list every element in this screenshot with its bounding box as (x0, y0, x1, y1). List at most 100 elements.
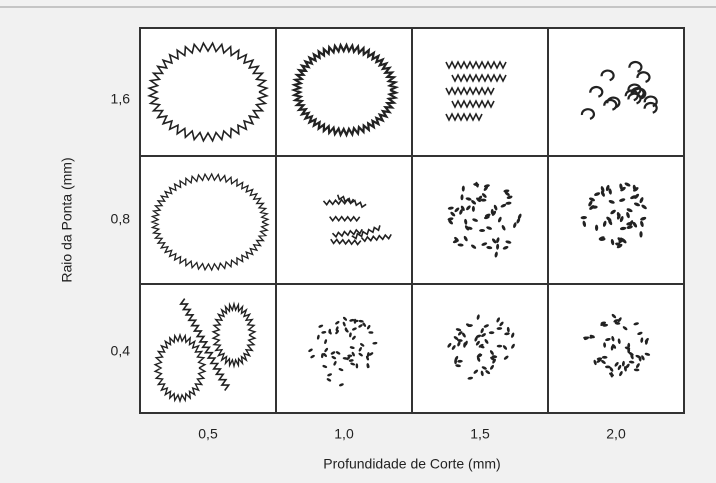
chip-fragment (611, 335, 615, 342)
chip-fragment (328, 330, 332, 335)
chip-fragment (605, 365, 611, 369)
chip-fragment (582, 220, 587, 228)
chip-fragment (633, 368, 640, 372)
chip-fragment (457, 243, 464, 247)
chip-fragment (450, 211, 456, 217)
chip-fragment (583, 336, 589, 340)
chip-fragment (504, 191, 510, 196)
chip-fragment (339, 383, 344, 387)
chip-spring (147, 41, 269, 143)
chip-fragment (641, 204, 647, 210)
chip-fragment (321, 353, 324, 359)
chip-curl (643, 101, 658, 114)
chip-fragment (628, 352, 634, 356)
chip-fragment (612, 344, 617, 349)
chip-fragment (635, 354, 641, 359)
chip-segment (445, 60, 507, 70)
chip-fragment (621, 360, 625, 367)
chip-fragment (459, 209, 463, 215)
chip-fragment (326, 378, 332, 382)
chip-segment (451, 73, 507, 83)
chip-fragment (358, 346, 362, 352)
chip-spring (211, 301, 257, 369)
chip-fragment (610, 238, 615, 246)
chip-fragment (457, 339, 463, 342)
chip-fragment (490, 364, 494, 370)
chip-fragment (603, 342, 607, 348)
chip-fragment (614, 361, 619, 367)
chip-fragment (627, 347, 631, 354)
x-tick-label: 1,0 (334, 426, 354, 442)
chip-fragment (633, 322, 639, 326)
chip-fragment (455, 364, 461, 368)
chip-fragment (496, 317, 500, 323)
chip-fragment (617, 364, 622, 371)
chip-fragment (471, 200, 477, 205)
chip-fragment (351, 351, 355, 357)
chip-fragment (626, 208, 633, 213)
chip-fragment (352, 327, 357, 331)
chip-fragment (331, 355, 337, 360)
chip-fragment (485, 370, 491, 375)
chip-fragment (454, 207, 460, 213)
chip-fragment (625, 363, 630, 369)
chip-fragment (362, 322, 367, 327)
chip-fragment (608, 219, 613, 226)
chip-fragment (460, 194, 464, 201)
chip-fragment (350, 362, 356, 366)
chip-curl (600, 69, 615, 82)
chip-fragment (506, 326, 510, 333)
chip-fragment (600, 190, 605, 197)
chip-fragment (372, 341, 378, 345)
x-tick-label: 2,0 (606, 426, 626, 442)
chip-fragment (481, 242, 488, 246)
chip-spring (150, 172, 270, 272)
chip-fragment (632, 221, 638, 228)
chip-fragment (608, 200, 615, 204)
chip-fragment (505, 240, 512, 244)
chip-segment (360, 233, 392, 243)
chip-fragment (588, 200, 593, 207)
chip-fragment (335, 329, 339, 335)
chip-fragment (471, 244, 477, 249)
chip-fragment (613, 319, 619, 323)
grid-cell (411, 283, 549, 414)
chip-fragment (457, 331, 463, 336)
chip-segment (445, 112, 483, 122)
chip-fragment (609, 366, 614, 372)
chip-fragment (453, 336, 459, 341)
y-tick-label: 0,4 (111, 343, 131, 359)
chip-fragment (491, 210, 497, 216)
chip-fragment (457, 359, 463, 363)
chip-grid (139, 27, 685, 414)
chip-fragment (500, 203, 507, 208)
chip-fragment (484, 213, 491, 218)
chip-fragment (619, 216, 624, 223)
chip-fragment (330, 351, 336, 355)
chip-fragment (627, 342, 631, 349)
chip-fragment (480, 198, 487, 202)
chip-fragment (476, 197, 481, 203)
chip-fragment (639, 197, 644, 204)
grid-cell (547, 283, 685, 414)
chip-fragment (460, 205, 465, 212)
chip-fragment (481, 366, 487, 370)
chip-fragment (617, 317, 622, 323)
chip-fragment (467, 376, 474, 380)
chip-fragment (486, 226, 492, 230)
chip-segment (329, 215, 361, 223)
chip-fragment (491, 238, 497, 244)
chip-fragment (489, 350, 494, 356)
chip-fragment (318, 324, 324, 328)
chip-fragment (628, 360, 635, 364)
chip-curl (606, 96, 621, 109)
chip-fragment (502, 246, 509, 250)
chip-fragment (355, 363, 359, 369)
chip-fragment (488, 331, 495, 335)
chip-fragment (465, 323, 472, 328)
chip-fragment (626, 212, 630, 219)
chip-fragment (496, 327, 503, 330)
grid-cell (547, 155, 685, 285)
chip-segment (179, 298, 231, 391)
